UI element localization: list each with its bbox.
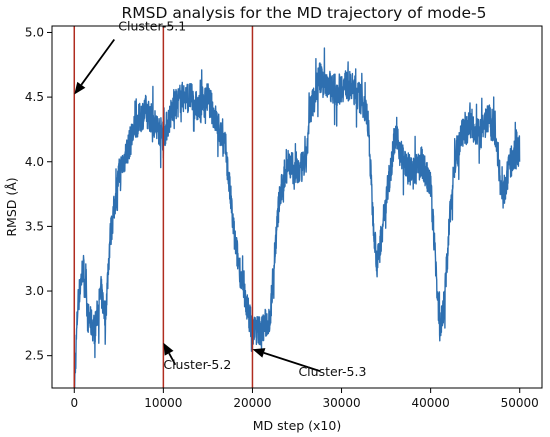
x-tick-label: 40000 xyxy=(412,396,450,410)
annotation-arrow-head xyxy=(163,342,174,356)
y-axis-label: RMSD (Å) xyxy=(4,177,19,236)
y-tick-label: 5.0 xyxy=(25,25,44,39)
x-axis-label: MD step (x10) xyxy=(253,418,341,433)
y-tick-label: 4.0 xyxy=(25,155,44,169)
series-line-0 xyxy=(73,47,521,388)
y-tick-label: 3.0 xyxy=(25,284,44,298)
x-tick-label: 0 xyxy=(70,396,78,410)
annotation-label-3: Cluster-5.3 xyxy=(298,364,366,379)
y-tick-label: 2.5 xyxy=(25,349,44,363)
chart-title: RMSD analysis for the MD trajectory of m… xyxy=(122,4,487,22)
annotation-label-1: Cluster-5.1 xyxy=(118,19,186,34)
x-tick-label: 30000 xyxy=(322,396,360,410)
y-axis: 2.5 3.0 3.5 4.0 4.5 5.0 xyxy=(25,25,52,363)
annotation-label-2: Cluster-5.2 xyxy=(163,357,231,372)
annotation-arrow-shaft xyxy=(263,352,321,373)
x-tick-label: 20000 xyxy=(233,396,271,410)
y-tick-label: 3.5 xyxy=(25,219,44,233)
axes-frame xyxy=(51,25,543,389)
annotation-arrow-shaft xyxy=(80,38,116,86)
plot-area xyxy=(73,26,521,388)
annotation-arrow-head xyxy=(252,348,266,358)
x-tick-label: 10000 xyxy=(144,396,182,410)
x-tick-label: 50000 xyxy=(501,396,539,410)
annotation-arrow-head xyxy=(74,81,86,95)
annotations: Cluster-5.1 Cluster-5.2 Cluster-5.3 xyxy=(74,19,366,379)
y-tick-label: 4.5 xyxy=(25,90,44,104)
annotation-arrow-shaft xyxy=(168,352,177,366)
x-axis: 0 10000 20000 30000 40000 50000 xyxy=(70,388,539,410)
